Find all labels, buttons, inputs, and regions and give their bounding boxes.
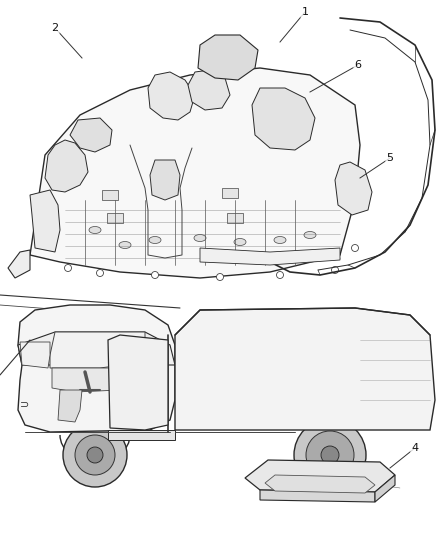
Polygon shape (175, 308, 435, 430)
Ellipse shape (234, 238, 246, 246)
Circle shape (276, 271, 283, 279)
Circle shape (332, 266, 339, 273)
Bar (227, 213, 243, 223)
Polygon shape (375, 475, 395, 502)
Polygon shape (150, 160, 180, 200)
Polygon shape (200, 248, 340, 265)
Polygon shape (58, 390, 82, 422)
Polygon shape (265, 475, 375, 493)
Ellipse shape (149, 237, 161, 244)
Polygon shape (245, 460, 395, 492)
Text: 5: 5 (386, 153, 393, 163)
Polygon shape (18, 305, 175, 432)
Bar (107, 213, 123, 223)
Polygon shape (108, 335, 168, 430)
Circle shape (63, 423, 127, 487)
Circle shape (87, 447, 103, 463)
Polygon shape (50, 332, 145, 368)
Polygon shape (335, 162, 372, 215)
Polygon shape (125, 345, 145, 420)
Polygon shape (30, 190, 60, 252)
Polygon shape (125, 345, 145, 368)
Circle shape (306, 431, 354, 479)
Polygon shape (8, 250, 30, 278)
Bar (222, 188, 238, 198)
Circle shape (294, 419, 366, 491)
Polygon shape (52, 368, 145, 392)
Polygon shape (30, 68, 360, 278)
Ellipse shape (89, 227, 101, 233)
Polygon shape (260, 490, 375, 502)
Circle shape (96, 270, 103, 277)
Polygon shape (188, 70, 230, 110)
Text: 1: 1 (301, 7, 308, 17)
Ellipse shape (304, 231, 316, 238)
Circle shape (216, 273, 223, 280)
Polygon shape (18, 332, 175, 365)
Polygon shape (108, 430, 175, 440)
Polygon shape (198, 35, 258, 80)
Text: ⊃: ⊃ (20, 400, 30, 410)
Ellipse shape (119, 241, 131, 248)
Text: 6: 6 (354, 60, 361, 70)
Circle shape (352, 245, 358, 252)
Polygon shape (148, 72, 195, 120)
Ellipse shape (194, 235, 206, 241)
Text: 4: 4 (411, 443, 419, 453)
Polygon shape (20, 342, 50, 368)
Polygon shape (70, 118, 112, 152)
Bar (102, 190, 118, 200)
Polygon shape (252, 88, 315, 150)
Circle shape (75, 435, 115, 475)
Text: 2: 2 (51, 23, 59, 33)
Ellipse shape (274, 237, 286, 244)
Circle shape (152, 271, 159, 279)
Circle shape (321, 446, 339, 464)
Circle shape (64, 264, 71, 271)
Polygon shape (45, 140, 88, 192)
